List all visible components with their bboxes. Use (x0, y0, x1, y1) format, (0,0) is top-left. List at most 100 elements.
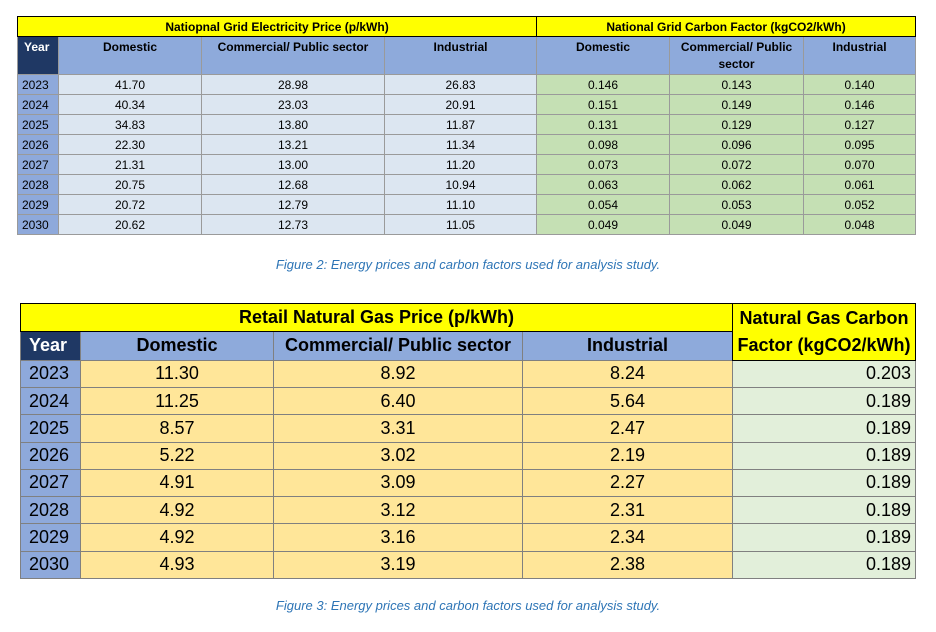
price-cell: 41.70 (58, 74, 202, 96)
carbon-factor-cell: 0.146 (536, 74, 671, 96)
price-cell: 11.34 (383, 134, 538, 156)
year-cell: 2029 (20, 523, 81, 552)
carbon-factor-cell: 0.098 (536, 134, 671, 156)
carbon-factor-cell: 0.049 (669, 214, 805, 235)
price-cell: 5.64 (521, 386, 734, 416)
carbon-factor-cell: 0.189 (732, 386, 917, 416)
price-cell: 5.22 (80, 441, 274, 470)
price-cell: 13.21 (201, 134, 385, 156)
year-cell: 2029 (17, 194, 59, 215)
figure-2-caption: Figure 2: Energy prices and carbon facto… (275, 257, 661, 272)
price-cell: 6.40 (273, 386, 523, 416)
carbon-factor-cell: 0.062 (669, 174, 805, 196)
price-cell: 2.31 (521, 496, 734, 525)
year-cell: 2027 (17, 154, 59, 176)
year-cell: 2028 (20, 496, 81, 525)
table-row: 2027 21.31 13.00 11.20 0.073 0.072 0.070 (17, 154, 917, 176)
year-cell: 2030 (20, 550, 81, 580)
price-cell: 3.16 (273, 523, 523, 552)
carbon-factor-cell: 0.048 (803, 214, 917, 235)
carbon-factor-cell: 0.151 (536, 94, 671, 116)
price-cell: 4.92 (80, 523, 274, 552)
table-row: 2030 4.93 3.19 2.38 0.189 (20, 550, 917, 580)
year-cell: 2023 (20, 359, 81, 388)
price-cell: 8.24 (521, 359, 734, 388)
price-cell: 4.93 (80, 550, 274, 580)
year-cell: 2023 (17, 74, 59, 96)
carb-commercial-header: Commercial/ Public sector (669, 36, 805, 76)
carbon-factor-cell: 0.149 (669, 94, 805, 116)
carbon-factor-cell: 0.070 (803, 154, 917, 176)
price-cell: 28.98 (201, 74, 385, 96)
price-cell: 11.25 (80, 386, 274, 416)
year-cell: 2027 (20, 468, 81, 498)
carbon-factor-cell: 0.189 (732, 523, 917, 552)
price-cell: 11.10 (383, 194, 538, 215)
year-cell: 2026 (20, 441, 81, 470)
gas-year-header: Year (20, 331, 81, 361)
table-row: 2023 41.70 28.98 26.83 0.146 0.143 0.140 (17, 74, 917, 96)
price-cell: 20.75 (58, 174, 202, 196)
price-cell: 2.38 (521, 550, 734, 580)
price-cell: 20.62 (58, 214, 202, 235)
year-cell: 2026 (17, 134, 59, 156)
year-cell: 2030 (17, 214, 59, 235)
grid-carbon-title: National Grid Carbon Factor (kgCO2/kWh) (536, 15, 917, 38)
price-cell: 13.80 (201, 114, 385, 136)
price-cell: 4.92 (80, 496, 274, 525)
price-cell: 3.12 (273, 496, 523, 525)
table-row: 2024 11.25 6.40 5.64 0.189 (20, 386, 917, 416)
electricity-carbon-table: Natiopnal Grid Electricity Price (p/kWh)… (16, 15, 917, 235)
table-row: 2023 11.30 8.92 8.24 0.203 (20, 359, 917, 388)
price-cell: 12.68 (201, 174, 385, 196)
year-cell: 2024 (20, 386, 81, 416)
carbon-factor-cell: 0.140 (803, 74, 917, 96)
price-cell: 2.34 (521, 523, 734, 552)
carbon-factor-cell: 0.053 (669, 194, 805, 215)
elec-commercial-header: Commercial/ Public sector (201, 36, 385, 76)
year-cell: 2028 (17, 174, 59, 196)
electricity-price-title: Natiopnal Grid Electricity Price (p/kWh) (16, 15, 538, 38)
carbon-factor-cell: 0.189 (732, 468, 917, 498)
price-cell: 2.27 (521, 468, 734, 498)
carbon-factor-cell: 0.189 (732, 414, 917, 443)
price-cell: 34.83 (58, 114, 202, 136)
table-row: 2028 4.92 3.12 2.31 0.189 (20, 496, 917, 525)
price-cell: 12.73 (201, 214, 385, 235)
price-cell: 10.94 (383, 174, 538, 196)
carbon-factor-cell: 0.131 (536, 114, 671, 136)
table-row: 2030 20.62 12.73 11.05 0.049 0.049 0.048 (17, 214, 917, 235)
price-cell: 3.19 (273, 550, 523, 580)
elec-domestic-header: Domestic (58, 36, 202, 76)
year-cell: 2025 (17, 114, 59, 136)
price-cell: 4.91 (80, 468, 274, 498)
price-cell: 3.31 (273, 414, 523, 443)
gas-carbon-title: Natural Gas Carbon Factor (kgCO2/kWh) (732, 303, 917, 361)
carbon-factor-cell: 0.189 (732, 496, 917, 525)
natural-gas-table: Retail Natural Gas Price (p/kWh) Natural… (19, 302, 917, 580)
gas-commercial-header: Commercial/ Public sector (273, 331, 523, 361)
price-cell: 8.57 (80, 414, 274, 443)
year-cell: 2024 (17, 94, 59, 116)
price-cell: 21.31 (58, 154, 202, 176)
carb-industrial-header: Industrial (803, 36, 917, 76)
year-cell: 2025 (20, 414, 81, 443)
price-cell: 3.09 (273, 468, 523, 498)
carbon-factor-cell: 0.189 (732, 550, 917, 580)
carbon-factor-cell: 0.073 (536, 154, 671, 176)
table-row: 2025 34.83 13.80 11.87 0.131 0.129 0.127 (17, 114, 917, 136)
price-cell: 2.47 (521, 414, 734, 443)
price-cell: 11.30 (80, 359, 274, 388)
carbon-factor-cell: 0.095 (803, 134, 917, 156)
price-cell: 3.02 (273, 441, 523, 470)
carbon-factor-cell: 0.061 (803, 174, 917, 196)
carb-domestic-header: Domestic (536, 36, 671, 76)
price-cell: 26.83 (383, 74, 538, 96)
price-cell: 22.30 (58, 134, 202, 156)
price-cell: 11.87 (383, 114, 538, 136)
gas-domestic-header: Domestic (80, 331, 274, 361)
figure-3-caption: Figure 3: Energy prices and carbon facto… (275, 598, 661, 613)
price-cell: 20.72 (58, 194, 202, 215)
elec-industrial-header: Industrial (383, 36, 538, 76)
table-row: 2027 4.91 3.09 2.27 0.189 (20, 468, 917, 498)
